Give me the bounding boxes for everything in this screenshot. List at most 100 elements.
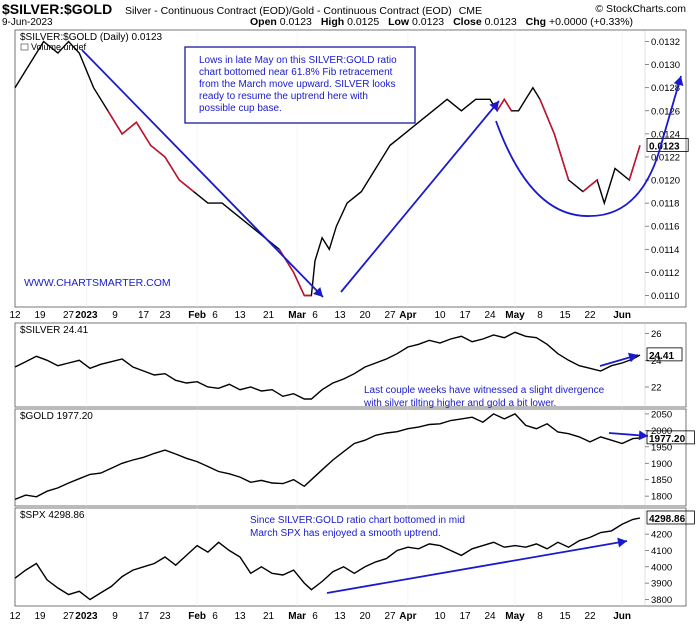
x-tick-label: 6 bbox=[312, 611, 318, 622]
x-tick-label: 27 bbox=[63, 310, 75, 321]
x-tick-label: 21 bbox=[263, 611, 275, 622]
panel-title: $SILVER 24.41 bbox=[20, 325, 89, 336]
series-line bbox=[14, 331, 641, 400]
spx-uptrend-arrow bbox=[326, 540, 628, 594]
y-tick-label: 0.0132 bbox=[651, 37, 680, 48]
x-tick-label: 24 bbox=[484, 310, 496, 321]
last-value-tag: 4298.86 bbox=[649, 514, 686, 525]
x-tick-label: 2023 bbox=[75, 310, 98, 321]
annotation-line: March SPX has enjoyed a smooth uptrend. bbox=[250, 528, 441, 539]
chg-label: Chg bbox=[526, 16, 546, 28]
series-line-down bbox=[582, 179, 598, 193]
y-tick-label: 24 bbox=[651, 356, 662, 367]
last-value-tag: 1977.20 bbox=[649, 434, 686, 445]
breakout-arrow-head bbox=[673, 76, 684, 87]
x-tick-label: Apr bbox=[399, 310, 416, 321]
series-line bbox=[14, 517, 641, 601]
brand-label: © StockCharts.com bbox=[595, 3, 686, 15]
x-tick-label: 19 bbox=[34, 611, 46, 622]
x-tick-label: Jun bbox=[613, 611, 631, 622]
panel-frame bbox=[14, 408, 687, 507]
y-tick-label: 2050 bbox=[651, 409, 672, 420]
x-tick-label: Mar bbox=[288, 611, 306, 622]
downtrend-arrow bbox=[81, 49, 324, 298]
high-label: High bbox=[321, 16, 344, 28]
downtrend-arrow-head bbox=[313, 287, 323, 297]
x-tick-label: 17 bbox=[138, 310, 150, 321]
series-line-down bbox=[278, 248, 312, 297]
y-tick-label: 26 bbox=[651, 329, 662, 340]
annotation-line: possible cup base. bbox=[199, 103, 282, 114]
last-value-box bbox=[646, 510, 695, 525]
last-value-box bbox=[646, 347, 683, 362]
low-value: 0.0123 bbox=[412, 16, 444, 28]
x-tick-label: Jun bbox=[613, 310, 631, 321]
y-tick-label: 4200 bbox=[651, 530, 672, 541]
series-line-down bbox=[628, 145, 641, 181]
breakout-arrow bbox=[658, 75, 682, 153]
panel-legend: Volume undef bbox=[31, 42, 87, 52]
y-tick-label: 0.0120 bbox=[651, 176, 680, 187]
y-tick-label: 3900 bbox=[651, 579, 672, 590]
x-tick-label: 2023 bbox=[75, 611, 98, 622]
uptrend-arrow-head bbox=[489, 101, 499, 112]
gold-divergence-arrow-head bbox=[638, 430, 648, 441]
legend-swatch bbox=[20, 43, 29, 51]
x-tick-label: 15 bbox=[559, 611, 571, 622]
series-line-down bbox=[496, 97, 513, 112]
ohlc-readout: Open 0.0123 High 0.0125 Low 0.0123 Close… bbox=[250, 16, 633, 28]
open-value: 0.0123 bbox=[280, 16, 312, 28]
annotation-line: Lows in late May on this SILVER:GOLD rat… bbox=[199, 55, 397, 66]
x-tick-label: 22 bbox=[584, 310, 596, 321]
annotation-box bbox=[184, 46, 416, 124]
y-tick-label: 1850 bbox=[651, 475, 672, 486]
y-tick-label: 0.0116 bbox=[651, 222, 679, 233]
x-tick-label: 15 bbox=[559, 310, 571, 321]
x-tick-label: Apr bbox=[399, 611, 416, 622]
x-tick-label: 6 bbox=[312, 310, 318, 321]
y-tick-label: 0.0122 bbox=[651, 152, 680, 163]
x-tick-label: 6 bbox=[212, 310, 218, 321]
chart-description: Silver - Continuous Contract (EOD)/Gold … bbox=[125, 5, 482, 17]
y-tick-label: 4000 bbox=[651, 562, 672, 573]
x-tick-label: 20 bbox=[359, 611, 371, 622]
chart-panels: 0.0110 0.0112 0.0114 0.0116 0.0118 0.0120 0.01… bbox=[14, 29, 695, 607]
y-tick-label: 22 bbox=[651, 383, 662, 394]
watermark-text: WWW.CHARTSMARTER.COM bbox=[24, 277, 171, 289]
y-tick-label: 0.0110 bbox=[651, 291, 679, 302]
panel-frame bbox=[14, 29, 687, 308]
x-tick-label: 13 bbox=[234, 310, 246, 321]
x-tick-label: 23 bbox=[159, 310, 171, 321]
y-tick-label: 0.0128 bbox=[651, 83, 680, 94]
x-tick-label: Feb bbox=[188, 611, 206, 622]
x-tick-label: 21 bbox=[263, 310, 275, 321]
y-tick-label: 0.0114 bbox=[651, 245, 679, 256]
chart-date: 9-Jun-2023 bbox=[2, 17, 53, 28]
series-line bbox=[14, 413, 641, 501]
silver-divergence-arrow-head bbox=[627, 352, 638, 363]
x-tick-label: 27 bbox=[384, 611, 396, 622]
x-tick-label: 17 bbox=[138, 611, 150, 622]
annotation-line: Since SILVER:GOLD ratio chart bottomed i… bbox=[250, 515, 465, 526]
annotation-line: chart bottomed near 61.8% Fib retracemen… bbox=[199, 67, 393, 78]
chart-description-text: Silver - Continuous Contract (EOD)/Gold … bbox=[125, 5, 452, 17]
y-tick-label: 0.0130 bbox=[651, 60, 680, 71]
cup-curve bbox=[495, 120, 660, 217]
x-tick-label: Mar bbox=[288, 310, 306, 321]
x-tick-label: 9 bbox=[112, 611, 118, 622]
series-line-down bbox=[539, 99, 570, 181]
last-value-tag: 24.41 bbox=[649, 351, 674, 362]
x-tick-label: Feb bbox=[188, 310, 206, 321]
x-tick-label: 6 bbox=[212, 611, 218, 622]
x-tick-label: 17 bbox=[459, 310, 471, 321]
chart-exchange: CME bbox=[459, 5, 482, 17]
x-tick-label: 10 bbox=[434, 310, 446, 321]
x-tick-label: 8 bbox=[537, 310, 543, 321]
x-tick-label: 10 bbox=[434, 611, 446, 622]
spx-uptrend-arrow-head bbox=[617, 537, 627, 548]
last-value-box bbox=[646, 430, 695, 445]
x-tick-label: 9 bbox=[112, 310, 118, 321]
annotation-text-ratio: Lows in late May on this SILVER:GOLD rat… bbox=[199, 55, 397, 114]
y-tick-label: 1900 bbox=[651, 459, 672, 470]
high-value: 0.0125 bbox=[347, 16, 379, 28]
